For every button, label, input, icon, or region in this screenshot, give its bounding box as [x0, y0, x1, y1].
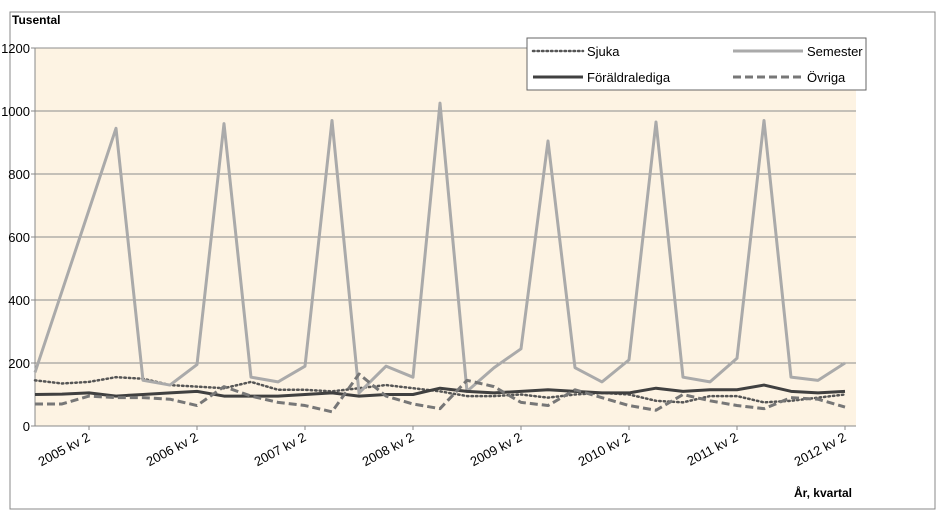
- y-tick-label: 1200: [1, 41, 30, 56]
- y-tick-label: 600: [8, 230, 30, 245]
- legend-label: Semester: [807, 44, 863, 59]
- legend-label: Övriga: [807, 70, 846, 85]
- legend-label: Sjuka: [587, 44, 620, 59]
- y-tick-label: 1000: [1, 104, 30, 119]
- y-tick-label: 200: [8, 356, 30, 371]
- x-axis-title: År, kvartal: [794, 485, 852, 500]
- series-line: [35, 372, 846, 414]
- legend: Sjuka Semester Föräldralediga Övriga: [526, 37, 867, 91]
- series-line: [34, 383, 846, 398]
- legend-box: [526, 37, 867, 91]
- y-tick-label: 0: [23, 419, 30, 434]
- series-line: [33, 101, 846, 395]
- legend-label: Föräldralediga: [587, 70, 671, 85]
- y-tick-label: 400: [8, 293, 30, 308]
- y-axis-title: Tusental: [12, 13, 60, 27]
- y-tick-label: 800: [8, 167, 30, 182]
